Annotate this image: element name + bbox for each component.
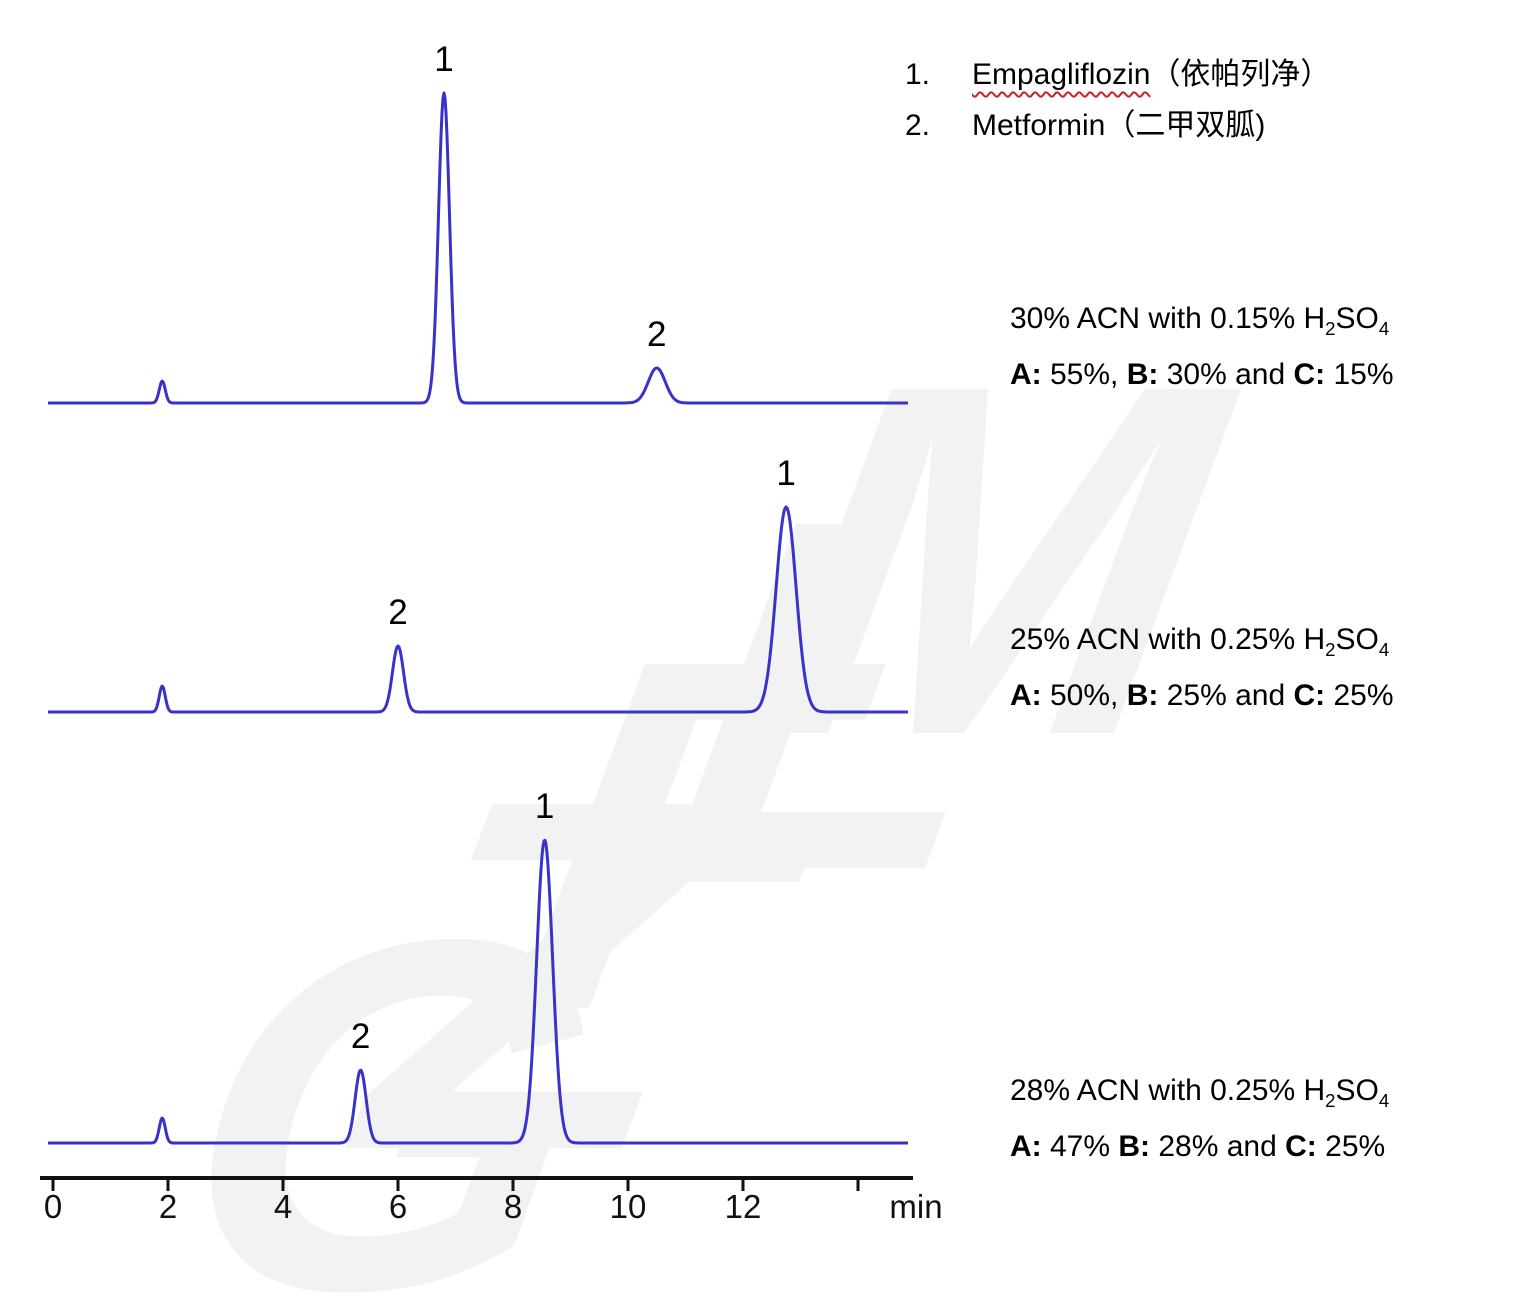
x-axis-tick-label: 2: [159, 1188, 177, 1225]
condition-line: A: 55%, B: 30% and C: 15%: [1010, 358, 1394, 391]
x-axis-tick-label: 12: [725, 1188, 762, 1225]
peak-label-trace3-2: 2: [350, 1017, 371, 1056]
compound-name-chinese: （依帕列净）: [1150, 58, 1331, 91]
condition-line: A: 50%, B: 25% and C: 25%: [1010, 679, 1394, 712]
compound-name-metformin: Metformin: [972, 109, 1106, 142]
chromatogram-trace-2: [47, 505, 909, 714]
compound-name-chinese: （二甲双胍): [1105, 109, 1266, 142]
chromatogram-trace-3: [47, 838, 909, 1145]
condition-line: 30% ACN with 0.15% H2SO4: [1010, 302, 1390, 339]
condition-line: 25% ACN with 0.25% H2SO4: [1010, 623, 1390, 660]
x-axis-tick-label: 6: [389, 1188, 407, 1225]
condition-line: 28% ACN with 0.25% H2SO4: [1010, 1074, 1390, 1111]
legend-item-metformin: 2. Metformin（二甲双胍): [905, 109, 1330, 143]
peak-label-trace2-1: 1: [776, 454, 796, 493]
condition-line: A: 47% B: 28% and C: 25%: [1010, 1130, 1386, 1163]
peak-label-trace1-1: 1: [434, 40, 454, 79]
peak-label-trace2-2: 2: [388, 593, 408, 632]
x-axis-tick-label: 10: [610, 1188, 647, 1225]
x-axis-unit-label: min: [889, 1188, 942, 1225]
x-axis-tick-label: 4: [274, 1188, 292, 1225]
legend-number: 2.: [905, 109, 931, 142]
compound-legend: 1. Empagliflozin（依帕列净） 2. Metformin（二甲双胍…: [905, 58, 1330, 160]
legend-item-empagliflozin: 1. Empagliflozin（依帕列净）: [905, 58, 1330, 92]
x-axis-tick-label: 0: [44, 1188, 62, 1225]
legend-number: 1.: [905, 58, 931, 91]
legend-text: Empagliflozin（依帕列净）: [972, 58, 1330, 92]
x-axis-tick-label: 8: [504, 1188, 522, 1225]
peak-label-trace1-2: 2: [647, 315, 667, 354]
legend-text: Metformin（二甲双胍): [972, 109, 1265, 143]
condition-block-3: 28% ACN with 0.25% H2SO4 A: 47% B: 28% a…: [1010, 1068, 1389, 1170]
condition-block-2: 25% ACN with 0.25% H2SO4 A: 50%, B: 25% …: [1010, 617, 1394, 719]
peak-label-trace3-1: 1: [534, 787, 555, 826]
compound-name-empagliflozin: Empagliflozin: [972, 58, 1151, 91]
chromatogram-trace-1: [47, 91, 909, 405]
condition-block-1: 30% ACN with 0.15% H2SO4 A: 55%, B: 30% …: [1010, 296, 1394, 398]
